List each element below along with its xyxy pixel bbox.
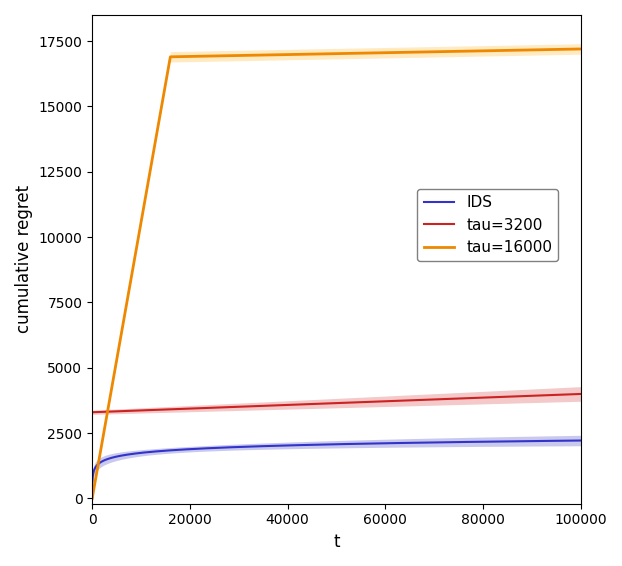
- tau=16000: [297, 51, 304, 58]
- tau=3200: [173, 406, 180, 413]
- IDS: [276, 442, 283, 449]
- IDS: [567, 438, 575, 444]
- IDS: [297, 441, 304, 448]
- IDS: [515, 438, 522, 445]
- tau=16000: [567, 46, 575, 53]
- X-axis label: t: t: [333, 533, 340, 551]
- tau=16000: [577, 46, 585, 53]
- Line: tau=3200: tau=3200: [92, 394, 581, 412]
- Line: tau=16000: tau=16000: [92, 49, 581, 499]
- IDS: [88, 495, 96, 502]
- IDS: [173, 447, 180, 453]
- tau=16000: [276, 52, 283, 58]
- tau=16000: [515, 47, 522, 54]
- tau=3200: [88, 409, 96, 415]
- tau=16000: [144, 181, 152, 187]
- IDS: [144, 449, 152, 456]
- Line: IDS: IDS: [92, 440, 581, 499]
- tau=3200: [276, 402, 283, 409]
- tau=3200: [144, 407, 152, 414]
- Legend: IDS, tau=3200, tau=16000: IDS, tau=3200, tau=16000: [417, 189, 559, 261]
- tau=16000: [88, 495, 96, 502]
- IDS: [577, 437, 585, 444]
- tau=3200: [515, 393, 522, 400]
- tau=16000: [173, 53, 180, 60]
- tau=3200: [297, 401, 304, 408]
- Y-axis label: cumulative regret: cumulative regret: [15, 185, 33, 333]
- tau=3200: [577, 391, 585, 397]
- tau=3200: [567, 391, 575, 398]
